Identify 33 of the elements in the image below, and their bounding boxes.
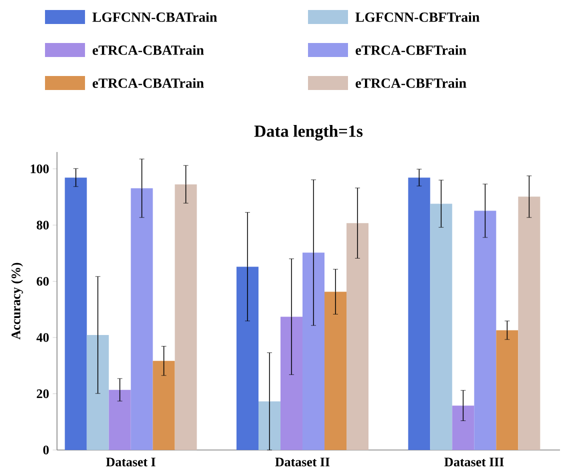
chart-title: Data length=1s bbox=[254, 125, 363, 140]
bar bbox=[108, 390, 131, 450]
bar bbox=[302, 252, 324, 450]
y-tick-label: 100 bbox=[30, 164, 49, 174]
legend-label: eTRCA-CBFTrain bbox=[356, 45, 466, 55]
bar bbox=[152, 360, 175, 450]
bar bbox=[452, 406, 474, 450]
bar bbox=[496, 330, 518, 450]
y-tick-label: 0 bbox=[43, 446, 49, 454]
x-tick-label: Dataset II bbox=[275, 458, 330, 466]
bar bbox=[236, 266, 258, 450]
y-axis-title: Accuracy (%) bbox=[11, 262, 23, 340]
x-tick-label: Dataset III bbox=[444, 458, 504, 466]
bar bbox=[64, 178, 87, 450]
y-tick-label: 40 bbox=[36, 333, 49, 342]
x-tick-label: Dataset I bbox=[106, 458, 156, 466]
bar bbox=[518, 196, 540, 450]
bar bbox=[130, 188, 153, 450]
legend-label: LGFCNN-CBFTrain bbox=[355, 12, 480, 22]
bar bbox=[408, 178, 430, 450]
legend-label: eTRCA-CBFTrain bbox=[356, 78, 466, 88]
y-tick-label: 20 bbox=[36, 389, 49, 398]
legend-label: LGFCNN-CBATrain bbox=[92, 12, 218, 22]
bar bbox=[474, 210, 496, 450]
legend-label: eTRCA-CBATrain bbox=[92, 45, 204, 55]
y-tick-label: 60 bbox=[36, 276, 49, 286]
bar bbox=[430, 204, 452, 450]
bar bbox=[174, 184, 197, 450]
bar bbox=[280, 316, 302, 450]
legend-label: eTRCA-CBATrain bbox=[92, 78, 204, 88]
bar bbox=[346, 223, 368, 450]
bar bbox=[324, 292, 346, 450]
y-tick-label: 80 bbox=[36, 220, 49, 230]
